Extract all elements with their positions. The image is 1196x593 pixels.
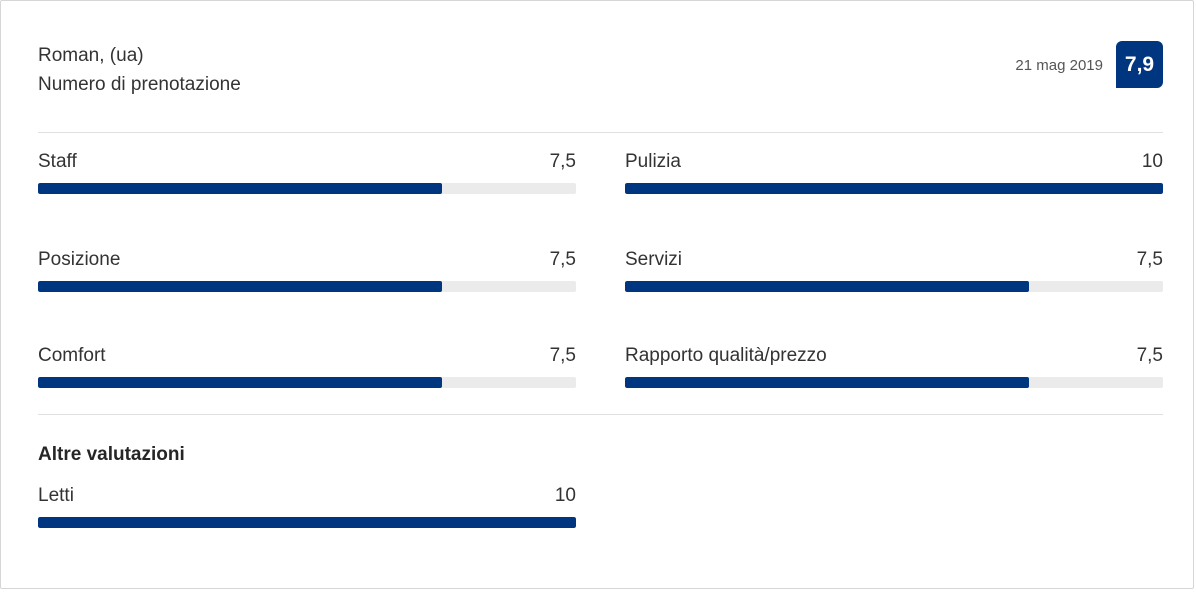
- rating-pulizia: Pulizia 10: [625, 151, 1163, 199]
- rating-label: Posizione: [38, 249, 121, 270]
- rating-posizione: Posizione 7,5: [38, 249, 576, 297]
- rating-value: 7,5: [1136, 345, 1163, 366]
- rating-bar-fill: [38, 281, 442, 292]
- rating-label: Pulizia: [625, 151, 681, 172]
- ratings-divider: [38, 414, 1163, 415]
- rating-value: 7,5: [1136, 249, 1163, 270]
- rating-bar-track: [38, 517, 576, 528]
- rating-comfort: Comfort 7,5: [38, 345, 576, 393]
- rating-bar-fill: [38, 183, 442, 194]
- review-header: Roman, (ua) Numero di prenotazione 21 ma…: [38, 41, 1163, 101]
- header-divider: [38, 132, 1163, 133]
- booking-number-label: Numero di prenotazione: [38, 74, 241, 95]
- rating-bar-track: [38, 183, 576, 194]
- rating-value: 10: [554, 485, 576, 506]
- reviewer-name: Roman, (ua): [38, 45, 144, 66]
- rating-label: Letti: [38, 485, 74, 506]
- rating-label: Servizi: [625, 249, 683, 270]
- rating-bar-fill: [38, 377, 442, 388]
- rating-label: Rapporto qualità/prezzo: [625, 345, 827, 366]
- rating-value: 7,5: [549, 345, 576, 366]
- review-date: 21 mag 2019: [1015, 57, 1103, 74]
- score-badge: 7,9: [1116, 41, 1163, 88]
- rating-bar-fill: [625, 377, 1029, 388]
- rating-servizi: Servizi 7,5: [625, 249, 1163, 297]
- rating-bar-track: [38, 281, 576, 292]
- rating-bar-track: [625, 183, 1163, 194]
- rating-bar-track: [38, 377, 576, 388]
- rating-bar-track: [625, 377, 1163, 388]
- rating-bar-fill: [38, 517, 576, 528]
- rating-rapporto-qualita-prezzo: Rapporto qualità/prezzo 7,5: [625, 345, 1163, 393]
- rating-label: Staff: [38, 151, 77, 172]
- other-ratings-title: Altre valutazioni: [38, 444, 185, 465]
- rating-value: 10: [1141, 151, 1163, 172]
- rating-bar-fill: [625, 183, 1163, 194]
- rating-label: Comfort: [38, 345, 106, 366]
- rating-bar-fill: [625, 281, 1029, 292]
- rating-staff: Staff 7,5: [38, 151, 576, 199]
- rating-value: 7,5: [549, 249, 576, 270]
- rating-letti: Letti 10: [38, 485, 576, 533]
- rating-value: 7,5: [549, 151, 576, 172]
- rating-bar-track: [625, 281, 1163, 292]
